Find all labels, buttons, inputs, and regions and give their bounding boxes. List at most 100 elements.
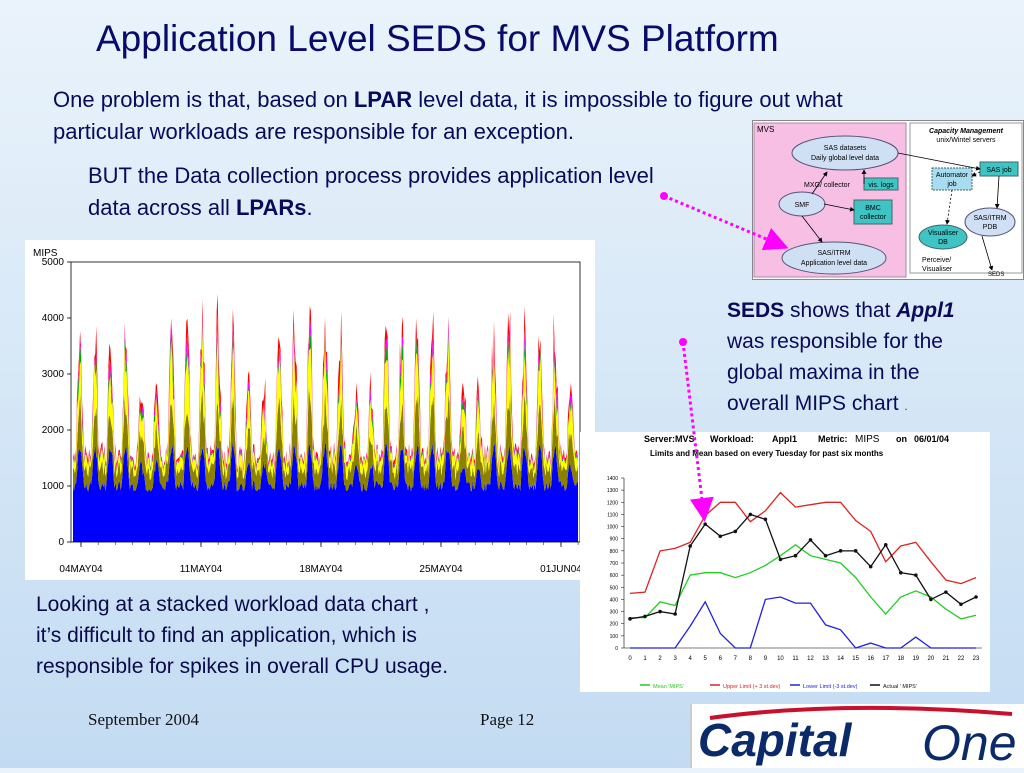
seds-dot: . bbox=[904, 399, 908, 413]
mips-xtick-label: 04MAY04 bbox=[59, 564, 103, 575]
header-metric: MIPS bbox=[855, 434, 880, 445]
connector-dot-chart bbox=[679, 338, 687, 346]
collection-text-2: . bbox=[306, 195, 313, 220]
appl-actual-point bbox=[793, 553, 798, 558]
mips-ytick-label: 5000 bbox=[42, 257, 65, 268]
appl-ytick-label: 1000 bbox=[607, 525, 618, 531]
appl-actual-point bbox=[763, 517, 768, 522]
appl-xtick-label: 12 bbox=[807, 656, 814, 662]
appl-xtick-label: 18 bbox=[897, 656, 904, 662]
seds-appl1: Appl1 bbox=[896, 299, 955, 322]
bmc-label-2: collector bbox=[860, 214, 887, 221]
appl-series-line bbox=[630, 596, 976, 649]
appl-series-line bbox=[630, 543, 977, 620]
appl-actual-point bbox=[808, 538, 813, 542]
header-server: Server:MVS bbox=[644, 434, 695, 444]
appl-actual-point bbox=[959, 602, 963, 607]
mips-xtick-label: 25MAY04 bbox=[419, 564, 463, 575]
appl-xtick-label: 2 bbox=[658, 656, 662, 662]
appl-actual-point bbox=[868, 564, 873, 569]
appl-xtick-label: 11 bbox=[792, 656, 799, 662]
logo-text-capital: Capital bbox=[698, 714, 853, 766]
footer-page: Page 12 bbox=[480, 710, 535, 729]
visualiser-db-node bbox=[918, 224, 968, 250]
sas-job-label: SAS job bbox=[986, 167, 1011, 174]
appl-ytick-label: 600 bbox=[610, 573, 619, 579]
appl-xtick-label: 22 bbox=[958, 656, 965, 662]
header-on: on bbox=[896, 434, 907, 444]
bmc-label-1: BMC bbox=[865, 205, 881, 212]
mips-area-layer bbox=[73, 442, 578, 542]
appl-xtick-label: 15 bbox=[852, 656, 859, 662]
appl-actual-point bbox=[914, 573, 918, 577]
mips-area-layer bbox=[73, 386, 578, 492]
header-metric-label: Metric: bbox=[818, 434, 848, 444]
appl-series-line bbox=[629, 513, 977, 620]
mips-ytick-label: 4000 bbox=[42, 313, 65, 324]
appl-ytick-label: 800 bbox=[610, 549, 619, 555]
appl-ytick-label: 400 bbox=[610, 597, 619, 603]
appl-actual-point bbox=[778, 557, 783, 562]
bottom-line-2: it’s difficult to find an application, w… bbox=[36, 624, 417, 647]
smf-label: SMF bbox=[795, 202, 810, 209]
appl-legend-label: Actual ' MIPS' bbox=[883, 684, 917, 690]
connector-dot-top bbox=[660, 192, 668, 200]
header-date: 06/01/04 bbox=[914, 434, 949, 444]
seds-text-1: shows that bbox=[784, 299, 897, 322]
sas-datasets-label-2: Daily global level data bbox=[811, 155, 879, 162]
seds-note: SEDS shows that Appl1 was responsible fo… bbox=[727, 295, 955, 422]
appl-xtick-label: 23 bbox=[973, 656, 980, 662]
mips-xtick-label: 11MAY04 bbox=[180, 564, 223, 575]
mips-ytick-label: 0 bbox=[58, 537, 64, 548]
mips-area-layer bbox=[73, 323, 578, 481]
sas-datasets-node bbox=[791, 135, 899, 171]
appl-actual-point bbox=[703, 522, 708, 526]
automator-label-2: job bbox=[946, 181, 956, 188]
seds-line-2: was responsible for the bbox=[727, 330, 943, 353]
header-subtitle: Limits and Mean based on every Tuesday f… bbox=[650, 449, 884, 458]
mips-area-layer bbox=[73, 312, 578, 473]
appl-ytick-label: 1100 bbox=[607, 512, 618, 518]
appl-legend-label: Mean 'MIPS' bbox=[653, 684, 684, 690]
appl-xtick-label: 7 bbox=[734, 656, 738, 662]
appl-xtick-label: 9 bbox=[764, 656, 768, 662]
collection-line-1: BUT the Data collection process provides… bbox=[88, 163, 654, 188]
appl-xtick-label: 21 bbox=[943, 656, 950, 662]
appl-actual-point bbox=[733, 529, 738, 534]
sas-itrm-app-node bbox=[781, 241, 887, 275]
appl-legend-label: Upper Limit (+ 3 st.dev) bbox=[723, 684, 780, 690]
appl-series-line bbox=[629, 491, 977, 595]
appl-ytick-label: 900 bbox=[610, 537, 619, 543]
automator-label-1: Automator bbox=[936, 172, 969, 179]
data-flow-diagram: MVS SAS datasets Daily global level data… bbox=[752, 120, 1024, 280]
appl-xtick-label: 4 bbox=[689, 656, 693, 662]
seds-bold: SEDS bbox=[727, 299, 785, 322]
perceive-label-1: Perceive/ bbox=[922, 257, 951, 264]
intro-text-1: One problem is that, based on bbox=[53, 87, 354, 112]
mvs-label: MVS bbox=[757, 125, 774, 134]
appl-actual-point bbox=[883, 542, 888, 547]
sas-datasets-label-1: SAS datasets bbox=[824, 145, 867, 152]
sas-itrm-app-label-2: Application level data bbox=[801, 260, 867, 267]
appl-xtick-label: 10 bbox=[777, 656, 784, 662]
appl-xtick-label: 13 bbox=[822, 656, 829, 662]
appl-xtick-label: 19 bbox=[912, 656, 919, 662]
intro-line-2: particular workloads are responsible for… bbox=[53, 119, 574, 144]
appl-actual-point bbox=[823, 553, 828, 558]
cap-mgmt-subtitle: unix/Wintel servers bbox=[936, 137, 996, 144]
mips-stacked-chart: MIPS 0 1000 2000 3000 4000 5000 04MAY04 11MAY0… bbox=[25, 240, 595, 580]
appl-actual-point bbox=[974, 595, 978, 599]
sas-itrm-app-label-1: SAS/ITRM bbox=[817, 250, 850, 257]
bottom-line-3: responsible for spikes in overall CPU us… bbox=[36, 655, 449, 678]
bottom-line-1: Looking at a stacked workload data chart… bbox=[36, 593, 430, 616]
capital-one-logo: Capital One bbox=[690, 704, 1024, 771]
appl-actual-point bbox=[673, 612, 677, 616]
appl-xtick-label: 0 bbox=[628, 656, 632, 662]
appl-ytick-label: 0 bbox=[615, 646, 618, 652]
header-workload-label: Workload: bbox=[710, 434, 754, 444]
appl-actual-point bbox=[838, 549, 843, 553]
appl-actual-point bbox=[643, 614, 647, 619]
seds-line-3: global maxima in the bbox=[727, 361, 920, 384]
intro-text-2: level data, it is impossible to figure o… bbox=[412, 87, 843, 112]
appl-actual-point bbox=[628, 617, 632, 621]
